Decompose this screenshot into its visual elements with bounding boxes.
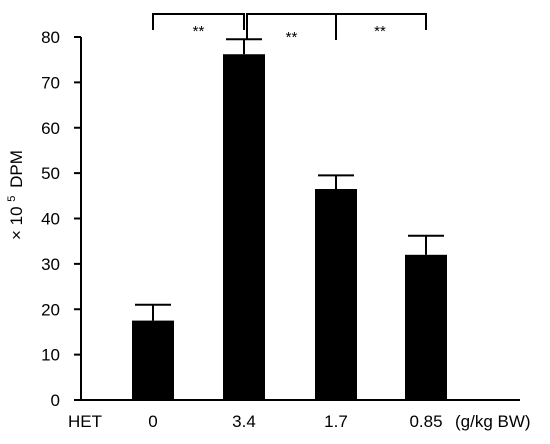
bar [315,189,357,400]
significance-label: ** [374,23,386,40]
x-tick-label: 1.7 [324,412,348,431]
y-axis-label-exponent: 5 [6,196,18,202]
x-axis-prefix: HET [68,412,102,431]
y-axis-label-prefix: × 10 [7,206,26,240]
x-tick-labels: 0 3.4 1.7 0.85 [148,412,442,431]
y-tick-label: 0 [51,391,60,410]
significance-label: ** [286,29,298,46]
y-tick-label: 50 [41,164,60,183]
significance-bracket [152,13,245,30]
significance-brackets: ** ** ** [152,13,427,46]
y-axis-label: × 10 5 DPM [0,150,26,240]
significance-label: ** [193,23,205,40]
bar [223,54,265,401]
x-tick-label: 0.85 [409,412,442,431]
y-tick-label: 70 [41,73,60,92]
x-axis-unit: (g/kg BW) [455,412,531,431]
y-tick-label: 40 [41,210,60,229]
bar [132,320,174,400]
y-tick-label: 80 [41,28,60,47]
bar [405,254,447,400]
bars [132,54,447,401]
y-ticks: 0 10 20 30 40 50 60 70 80 [41,28,81,410]
y-tick-label: 60 [41,119,60,138]
y-tick-label: 30 [41,255,60,274]
y-tick-label: 10 [41,346,60,365]
y-axis-label-unit: DPM [7,150,26,188]
significance-bracket [246,13,427,30]
y-tick-label: 20 [41,300,60,319]
error-bars [135,38,444,321]
x-tick-label: 0 [148,412,157,431]
x-tick-label: 3.4 [232,412,256,431]
